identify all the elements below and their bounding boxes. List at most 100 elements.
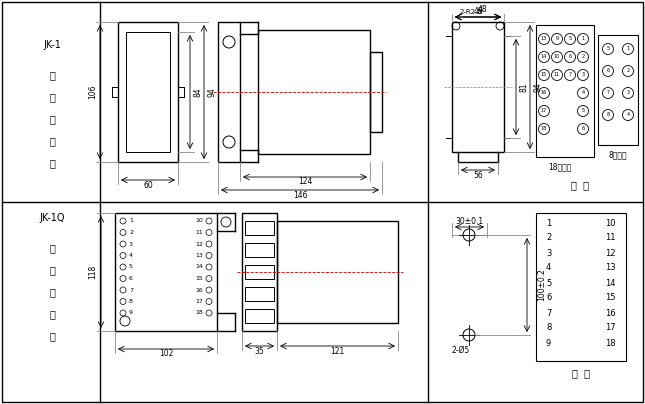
Text: 48: 48 xyxy=(477,6,487,15)
Bar xyxy=(536,25,594,157)
Text: 13: 13 xyxy=(541,36,547,42)
Text: 9: 9 xyxy=(555,36,559,42)
Text: 7: 7 xyxy=(546,309,551,318)
Text: JK-1Q: JK-1Q xyxy=(39,213,64,223)
Text: 11: 11 xyxy=(554,72,560,78)
Text: 9: 9 xyxy=(546,339,551,347)
Text: 10: 10 xyxy=(195,219,203,223)
Text: 6: 6 xyxy=(606,69,610,74)
Text: 2-R2.5: 2-R2.5 xyxy=(460,9,482,15)
Bar xyxy=(277,221,398,323)
Text: 8: 8 xyxy=(546,324,551,332)
Text: 121: 121 xyxy=(330,347,344,356)
Text: 2: 2 xyxy=(546,234,551,242)
Text: 1: 1 xyxy=(626,46,630,51)
Text: 18: 18 xyxy=(606,339,616,347)
Text: 2: 2 xyxy=(626,69,630,74)
Text: 94: 94 xyxy=(208,87,217,97)
Bar xyxy=(258,30,370,154)
Text: 5: 5 xyxy=(546,278,551,288)
Text: 4: 4 xyxy=(129,253,133,258)
Text: 13: 13 xyxy=(195,253,203,258)
Text: 60: 60 xyxy=(143,181,153,189)
Text: 3: 3 xyxy=(546,248,551,257)
Text: 6: 6 xyxy=(546,293,551,303)
Text: 板: 板 xyxy=(49,92,55,102)
Text: 5: 5 xyxy=(581,109,584,114)
Text: 124: 124 xyxy=(298,177,312,187)
Text: 84: 84 xyxy=(194,87,203,97)
Text: 6: 6 xyxy=(568,55,571,59)
Text: 附: 附 xyxy=(49,70,55,80)
Text: 后: 后 xyxy=(49,114,55,124)
Text: 100±0.2: 100±0.2 xyxy=(537,269,546,301)
Text: 3: 3 xyxy=(581,72,584,78)
Text: 56: 56 xyxy=(473,170,483,179)
Text: 4: 4 xyxy=(581,90,584,95)
Text: 14: 14 xyxy=(606,278,616,288)
Text: 16: 16 xyxy=(541,90,547,95)
Text: 17: 17 xyxy=(541,109,547,114)
Text: 3: 3 xyxy=(626,90,630,95)
Text: 背  视: 背 视 xyxy=(571,180,589,190)
Text: 正  视: 正 视 xyxy=(572,368,590,378)
Text: 18点端子: 18点端子 xyxy=(548,162,571,172)
Text: JK-1: JK-1 xyxy=(43,40,61,50)
Text: 2: 2 xyxy=(581,55,584,59)
Text: 10: 10 xyxy=(606,219,616,227)
Bar xyxy=(245,221,274,235)
Text: 前: 前 xyxy=(49,287,55,297)
Bar xyxy=(245,243,274,257)
Text: 7: 7 xyxy=(129,288,133,292)
Text: 板: 板 xyxy=(49,265,55,275)
Text: 5: 5 xyxy=(568,36,571,42)
Text: 15: 15 xyxy=(606,293,616,303)
Text: 16: 16 xyxy=(606,309,616,318)
Text: 94: 94 xyxy=(533,82,542,92)
Text: 14: 14 xyxy=(195,265,203,269)
Text: 1: 1 xyxy=(546,219,551,227)
Text: 12: 12 xyxy=(606,248,616,257)
Text: 146: 146 xyxy=(293,191,307,200)
Text: 14: 14 xyxy=(541,55,547,59)
Text: 118: 118 xyxy=(88,265,97,279)
Text: 102: 102 xyxy=(159,349,174,358)
Text: 9: 9 xyxy=(129,311,133,316)
Text: 2-Ø5: 2-Ø5 xyxy=(452,345,470,354)
Text: 接: 接 xyxy=(49,136,55,146)
Text: 5: 5 xyxy=(129,265,133,269)
Text: 106: 106 xyxy=(88,85,97,99)
Bar xyxy=(370,52,382,132)
Text: 接: 接 xyxy=(49,309,55,319)
Text: 18: 18 xyxy=(541,126,547,131)
Text: 17: 17 xyxy=(606,324,616,332)
Text: 1: 1 xyxy=(581,36,584,42)
Bar xyxy=(245,287,274,301)
Text: 8: 8 xyxy=(606,112,610,118)
Text: 8点端子: 8点端子 xyxy=(609,151,628,160)
Text: 16: 16 xyxy=(195,288,203,292)
Text: 10: 10 xyxy=(554,55,560,59)
Text: 30±0.1: 30±0.1 xyxy=(455,217,483,225)
Bar xyxy=(536,213,626,361)
Text: 81: 81 xyxy=(519,82,528,92)
Bar xyxy=(115,213,217,331)
Text: 48: 48 xyxy=(473,8,483,17)
Text: 2: 2 xyxy=(129,230,133,235)
Text: 18: 18 xyxy=(195,311,203,316)
Text: 线: 线 xyxy=(49,331,55,341)
Text: 4: 4 xyxy=(626,112,630,118)
Text: 12: 12 xyxy=(195,242,203,246)
Text: 11: 11 xyxy=(195,230,203,235)
Text: 11: 11 xyxy=(606,234,616,242)
Text: 17: 17 xyxy=(195,299,203,304)
Bar xyxy=(126,32,170,152)
Bar xyxy=(598,35,638,145)
Text: 15: 15 xyxy=(195,276,203,281)
Text: 4: 4 xyxy=(546,263,551,273)
Text: 附: 附 xyxy=(49,243,55,253)
Bar xyxy=(118,22,178,162)
Text: 3: 3 xyxy=(129,242,133,246)
Text: 7: 7 xyxy=(606,90,610,95)
Text: 线: 线 xyxy=(49,158,55,168)
